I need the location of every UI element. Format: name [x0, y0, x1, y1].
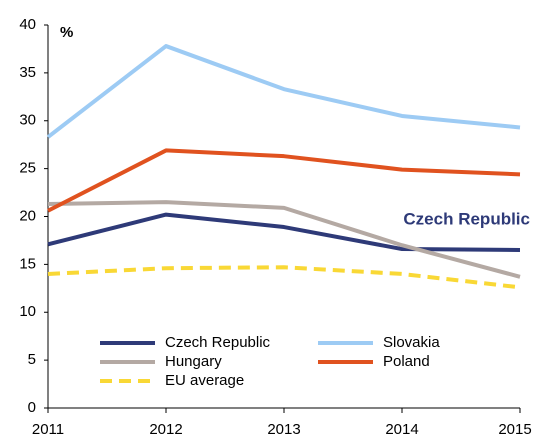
series-line [47, 212, 521, 253]
x-tick-label: 2013 [267, 421, 300, 438]
x-tick-label: 2012 [149, 421, 182, 438]
y-axis-label: % [60, 24, 73, 41]
x-tick-label: 2011 [32, 421, 64, 438]
y-tick-label: 0 [28, 399, 36, 416]
series-line [47, 200, 521, 279]
annotation: Czech Republic [403, 209, 530, 228]
legend-label: Hungary [165, 353, 222, 370]
x-tick-label: 2015 [498, 421, 531, 438]
y-tick-label: 35 [19, 64, 36, 81]
y-tick-label: 15 [19, 255, 36, 272]
y-tick-label: 30 [19, 112, 36, 129]
y-tick-label: 25 [19, 160, 36, 177]
y-tick-label: 40 [19, 16, 36, 33]
x-tick-label: 2014 [385, 421, 418, 438]
series-line [47, 265, 521, 290]
series-line [47, 148, 521, 213]
y-tick-label: 5 [28, 351, 36, 368]
legend-label: Slovakia [383, 334, 440, 351]
legend-label: Czech Republic [165, 334, 271, 351]
y-tick-label: 20 [19, 207, 36, 224]
series-line [46, 44, 521, 139]
legend-label: EU average [165, 372, 244, 389]
y-tick-label: 10 [19, 303, 36, 320]
legend-label: Poland [383, 353, 430, 370]
